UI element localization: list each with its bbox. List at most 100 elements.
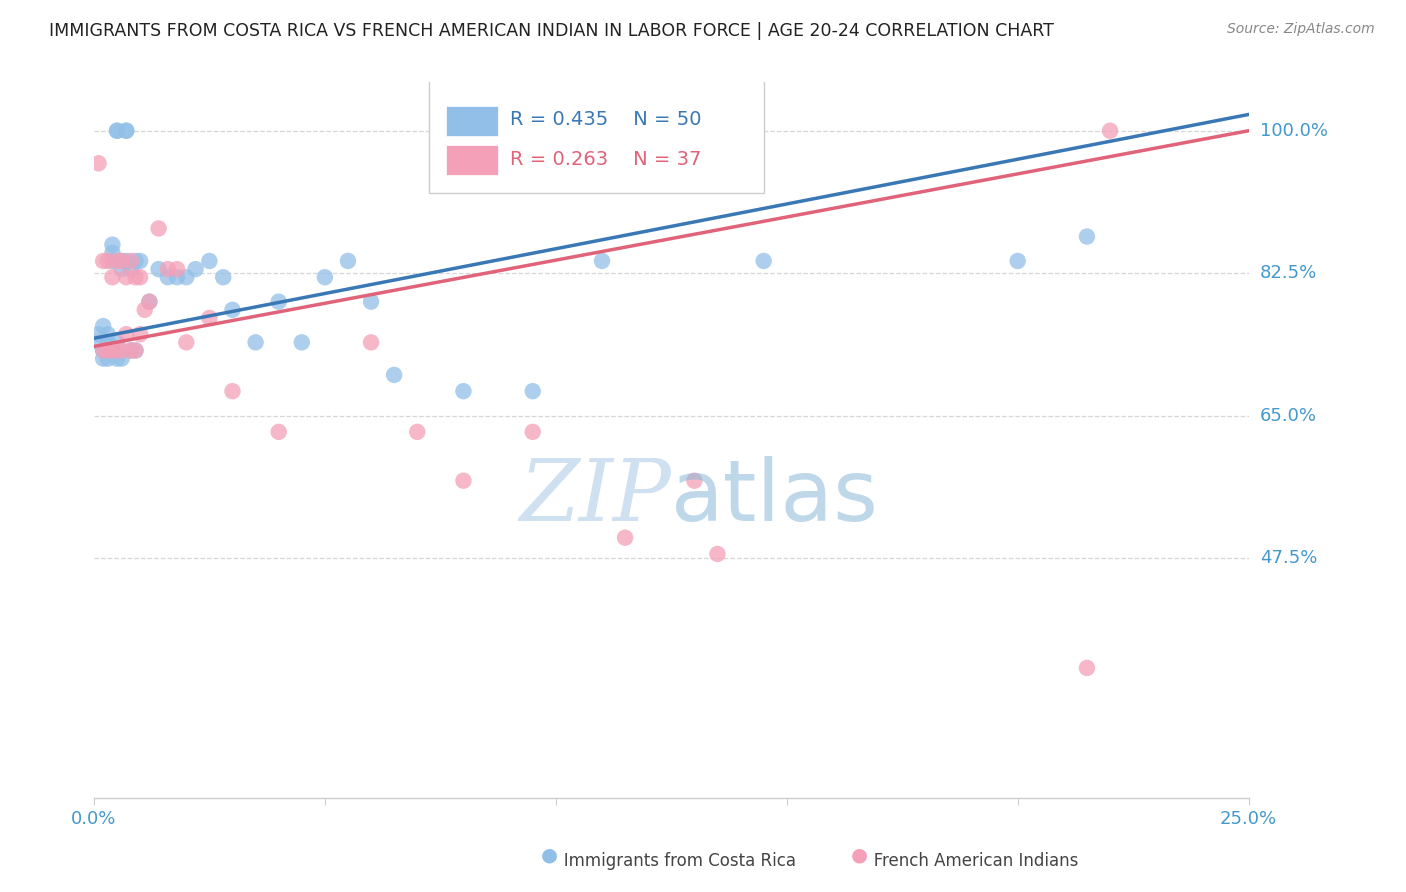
Point [124, 343, 146, 358]
Point [97, 335, 120, 350]
Text: 65.0%: 65.0% [1260, 407, 1317, 425]
Point [91, 351, 114, 366]
Point [105, 343, 128, 358]
Text: atlas: atlas [671, 456, 879, 539]
Point [1099, 124, 1122, 138]
Point [120, 343, 142, 358]
Point [198, 254, 221, 268]
Point [101, 343, 124, 358]
Point [115, 270, 138, 285]
Point [591, 254, 613, 268]
Point [129, 254, 152, 268]
Point [752, 254, 775, 268]
Point [91, 319, 114, 334]
Point [97, 327, 120, 342]
Point [91, 254, 114, 268]
Text: 82.5%: 82.5% [1260, 264, 1317, 282]
Point [406, 425, 429, 439]
Point [453, 474, 475, 488]
Point [101, 343, 124, 358]
Point [683, 474, 706, 488]
Point [267, 425, 290, 439]
Point [1076, 229, 1098, 244]
Point [221, 302, 243, 317]
Point [101, 254, 124, 268]
Point [111, 343, 134, 358]
Point [212, 270, 235, 285]
Point [129, 270, 152, 285]
Point [1076, 661, 1098, 675]
Point [111, 262, 134, 277]
Point [105, 351, 128, 366]
Point [522, 384, 544, 399]
Point [124, 254, 146, 268]
Text: Source: ZipAtlas.com: Source: ZipAtlas.com [1227, 22, 1375, 37]
Point [148, 221, 170, 235]
Point [382, 368, 405, 382]
Point [115, 124, 138, 138]
Text: French American Indians: French American Indians [858, 852, 1078, 870]
Point [291, 335, 314, 350]
Point [176, 335, 198, 350]
Point [105, 335, 128, 350]
Point [87, 335, 110, 350]
Point [134, 302, 156, 317]
Point [120, 254, 142, 268]
Text: ●: ● [851, 846, 868, 864]
FancyBboxPatch shape [446, 105, 498, 136]
Point [120, 262, 142, 277]
Point [105, 124, 128, 138]
Point [166, 262, 188, 277]
Text: 47.5%: 47.5% [1260, 549, 1317, 567]
Point [184, 262, 207, 277]
Point [101, 245, 124, 260]
Point [87, 327, 110, 342]
Point [91, 343, 114, 358]
Point [91, 343, 114, 358]
Point [105, 124, 128, 138]
Point [105, 254, 128, 268]
Text: ●: ● [541, 846, 558, 864]
Point [453, 384, 475, 399]
Point [360, 294, 382, 309]
Point [522, 425, 544, 439]
Point [360, 335, 382, 350]
Point [245, 335, 267, 350]
Text: 100.0%: 100.0% [1260, 121, 1327, 140]
Text: R = 0.263    N = 37: R = 0.263 N = 37 [509, 150, 702, 169]
Point [124, 270, 146, 285]
FancyBboxPatch shape [429, 75, 763, 193]
Point [706, 547, 728, 561]
Text: ZIP: ZIP [519, 456, 671, 539]
Point [176, 270, 198, 285]
Point [314, 270, 336, 285]
Point [129, 327, 152, 342]
Point [267, 294, 290, 309]
Point [148, 262, 170, 277]
Point [97, 343, 120, 358]
Text: IMMIGRANTS FROM COSTA RICA VS FRENCH AMERICAN INDIAN IN LABOR FORCE | AGE 20-24 : IMMIGRANTS FROM COSTA RICA VS FRENCH AME… [49, 22, 1054, 40]
Point [111, 351, 134, 366]
FancyBboxPatch shape [446, 145, 498, 175]
Text: Immigrants from Costa Rica: Immigrants from Costa Rica [548, 852, 796, 870]
Point [115, 327, 138, 342]
Point [97, 343, 120, 358]
Point [156, 270, 179, 285]
Point [97, 351, 120, 366]
Point [138, 294, 160, 309]
Point [156, 262, 179, 277]
Point [120, 343, 142, 358]
Point [124, 343, 146, 358]
Point [138, 294, 160, 309]
Point [1007, 254, 1029, 268]
Point [115, 124, 138, 138]
Point [101, 237, 124, 252]
Point [111, 254, 134, 268]
Point [166, 270, 188, 285]
Point [97, 254, 120, 268]
Point [221, 384, 243, 399]
Point [115, 254, 138, 268]
Point [198, 310, 221, 325]
Point [87, 156, 110, 170]
Point [111, 254, 134, 268]
